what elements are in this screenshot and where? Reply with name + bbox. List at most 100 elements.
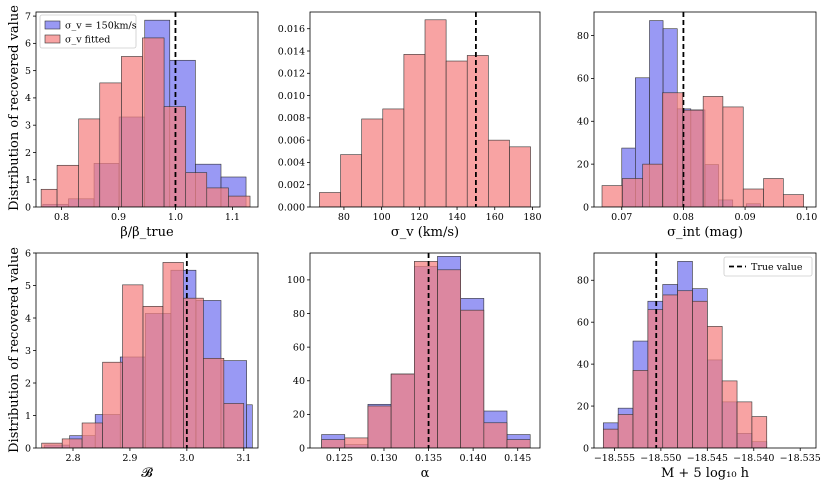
- xtick-label-beta-2: 1.0: [168, 212, 183, 223]
- ytick-label-sigma_v-3: 0.006: [278, 135, 305, 146]
- panel-M: −18.555 −18.550 −18.545 −18.540 −18.535 0 20 40…: [577, 252, 821, 481]
- bars-M: [602, 261, 768, 448]
- ytick-label-sigma_v-8: 0.016: [278, 24, 305, 35]
- bar-sigma_int-s1-b3: [662, 92, 684, 207]
- ytick-label-sigma_int-1: 20: [577, 159, 589, 170]
- bar-M-s1-b4: [662, 294, 678, 448]
- bar-M-s1-b0: [602, 428, 619, 448]
- ytick-label-sigma_v-1: 0.002: [278, 180, 305, 191]
- bar-M-s1-b10: [751, 416, 768, 448]
- bar-B-s0-b8: [246, 404, 253, 448]
- ytick-label-M-1: 20: [577, 401, 589, 412]
- ylabel-bottom: Distribution of recovered value: [7, 247, 22, 453]
- ytick-label-beta-5: 5: [25, 66, 31, 77]
- ytick-label-sigma_int-2: 40: [577, 117, 589, 128]
- xtick-label-B-0: 2.8: [65, 453, 80, 464]
- ytick-label-sigma_int-3: 60: [577, 74, 589, 85]
- legend-label-1: σ_v fitted: [65, 35, 110, 46]
- xtick-label-alpha-4: 0.145: [504, 453, 531, 464]
- ylabel-top: Distribution of recovered value: [7, 5, 22, 211]
- xtick-label-beta-3: 1.1: [225, 212, 240, 223]
- bar-sigma_int-s1-b5: [702, 96, 724, 207]
- bar-alpha-s1-b0: [321, 439, 346, 448]
- bar-M-s1-b8: [721, 380, 738, 448]
- ytick-label-B-5: 5: [25, 281, 31, 292]
- ytick-label-alpha-4: 80: [293, 309, 305, 320]
- xtick-label-alpha-3: 0.140: [460, 453, 487, 464]
- bar-beta-s1-b0: [40, 188, 58, 207]
- xtick-label-M-3: −18.540: [733, 453, 774, 464]
- ytick-label-beta-7: 7: [25, 11, 31, 22]
- xlabel-alpha: α: [421, 466, 430, 481]
- xtick-label-beta-1: 0.9: [111, 212, 126, 223]
- ytick-label-B-1: 1: [25, 411, 31, 422]
- bar-sigma_v-s0-b8: [488, 139, 510, 207]
- bar-M-s1-b1: [617, 414, 634, 448]
- bar-sigma_v-s0-b5: [424, 19, 447, 207]
- bars-B: [41, 262, 253, 448]
- xlabel-sigma_v: σ_v (km/s): [391, 225, 459, 240]
- bar-beta-s1-b4: [121, 56, 143, 207]
- legend-label-0: σ_v = 150km/s: [65, 21, 137, 32]
- bar-alpha-s1-b7: [483, 422, 508, 448]
- bars-sigma_int: [601, 20, 804, 207]
- ytick-label-alpha-1: 20: [293, 410, 305, 421]
- bar-beta-s1-b3: [99, 82, 122, 207]
- bar-sigma_int-s1-b6: [722, 106, 744, 207]
- bar-B-s1-b9: [223, 403, 245, 448]
- bar-sigma_int-s1-b4: [682, 109, 704, 207]
- xtick-label-M-0: −18.555: [594, 453, 635, 464]
- bar-M-s1-b3: [647, 309, 664, 448]
- ytick-label-B-2: 2: [25, 378, 31, 389]
- panel-sigma_v: 80 100 120 140 160 180 0.000 0.002 0.004 0.006 0.0…: [278, 11, 542, 240]
- ytick-label-alpha-0: 0: [299, 443, 305, 454]
- bar-alpha-s1-b5: [437, 269, 461, 448]
- bar-sigma_int-s1-b1: [622, 178, 644, 207]
- xlabel-beta: β/β_true: [120, 225, 174, 240]
- bar-B-s1-b6: [162, 262, 184, 448]
- axes-frame-alpha: [309, 252, 541, 449]
- bar-sigma_v-s0-b3: [382, 108, 405, 207]
- bar-sigma_v-s0-b6: [445, 60, 468, 207]
- ytick-label-beta-4: 4: [25, 93, 31, 104]
- xlabel-sigma_int: σ_int (mag): [667, 225, 743, 240]
- legend-true-label: True value: [751, 262, 803, 273]
- bar-sigma_v-s0-b0: [319, 192, 341, 207]
- xtick-label-sigma_v-1: 100: [373, 212, 391, 223]
- bar-beta-s1-b8: [206, 187, 229, 207]
- ytick-label-alpha-2: 40: [293, 376, 305, 387]
- xtick-label-M-2: −18.545: [687, 453, 728, 464]
- xtick-label-sigma_int-3: 0.10: [796, 212, 817, 223]
- xtick-label-sigma_int-2: 0.09: [735, 212, 756, 223]
- bar-alpha-s1-b3: [390, 373, 415, 448]
- xtick-label-beta-0: 0.8: [54, 212, 69, 223]
- bar-B-s1-b2: [81, 422, 103, 448]
- xtick-label-B-1: 2.9: [122, 453, 137, 464]
- axes-frame-beta: [35, 11, 259, 208]
- ytick-label-sigma_v-7: 0.014: [278, 46, 305, 57]
- axes-frame-sigma_v: [309, 11, 541, 208]
- bar-sigma_int-s1-b8: [763, 178, 784, 207]
- bar-M-s1-b2: [632, 370, 649, 448]
- legend-box: [39, 14, 137, 49]
- ytick-label-beta-2: 2: [25, 148, 31, 159]
- xtick-label-sigma_v-4: 160: [486, 212, 504, 223]
- ytick-label-M-2: 40: [577, 359, 589, 370]
- xtick-label-sigma_v-5: 180: [523, 212, 541, 223]
- bar-beta-s1-b1: [56, 164, 79, 207]
- bar-sigma_v-s0-b4: [403, 54, 426, 207]
- panel-B: 2.8 2.9 3.0 3.1 0 1 2 3 4 5 6 𝓑: [25, 248, 259, 481]
- ytick-label-alpha-5: 100: [287, 275, 305, 286]
- bar-B-s1-b1: [61, 438, 83, 448]
- bar-sigma_v-s0-b7: [466, 55, 489, 207]
- legend-swatch-1: [44, 34, 61, 44]
- bar-M-s1-b7: [707, 326, 723, 448]
- bar-B-s1-b0: [41, 442, 63, 448]
- bar-sigma_v-s0-b2: [361, 118, 384, 207]
- panel-sigma_int: 0.07 0.08 0.09 0.10 0 20 40 60 80 σ_int (mag): [577, 11, 817, 240]
- xlabel-M: M + 5 log₁₀ h: [661, 466, 750, 481]
- bar-B-s1-b5: [142, 305, 164, 448]
- xtick-label-sigma_v-2: 120: [410, 212, 428, 223]
- axes-frame-sigma_int: [593, 11, 817, 208]
